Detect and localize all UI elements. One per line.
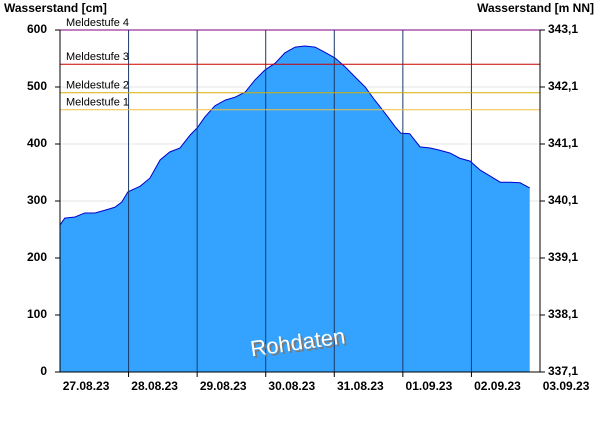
y2-tick-label: 339,1 bbox=[548, 250, 578, 264]
y-tick-label: 400 bbox=[27, 136, 47, 150]
y2-tick-label: 341,1 bbox=[548, 136, 578, 150]
x-tick-label: 30.08.23 bbox=[268, 379, 315, 393]
y-tick-label: 200 bbox=[27, 250, 47, 264]
y-tick-label: 600 bbox=[27, 22, 47, 36]
x-tick-label: 29.08.23 bbox=[200, 379, 247, 393]
threshold-label: Meldestufe 1 bbox=[66, 97, 129, 109]
y-tick-label: 500 bbox=[27, 79, 47, 93]
y-tick-label: 0 bbox=[40, 364, 47, 378]
y2-tick-label: 342,1 bbox=[548, 79, 578, 93]
x-tick-label: 28.08.23 bbox=[131, 379, 178, 393]
x-tick-label: 01.09.23 bbox=[406, 379, 453, 393]
threshold-label: Meldestufe 3 bbox=[66, 51, 129, 63]
threshold-label: Meldestufe 2 bbox=[66, 80, 129, 92]
x-tick-label: 27.08.23 bbox=[63, 379, 110, 393]
y2-tick-label: 338,1 bbox=[548, 307, 578, 321]
y2-tick-label: 337,1 bbox=[548, 364, 578, 378]
threshold-label: Meldestufe 4 bbox=[66, 17, 129, 29]
y2-axis-title: Wasserstand [m NN] bbox=[477, 1, 594, 15]
y2-tick-label: 340,1 bbox=[548, 193, 578, 207]
area-outline bbox=[59, 45, 530, 226]
x-tick-label: 02.09.23 bbox=[474, 379, 521, 393]
area bbox=[60, 45, 530, 373]
y2-tick-label: 343,1 bbox=[548, 22, 578, 36]
y-axis-title: Wasserstand [cm] bbox=[4, 1, 107, 15]
x-tick-label: 31.08.23 bbox=[337, 379, 384, 393]
y-tick-label: 300 bbox=[27, 193, 47, 207]
x-tick-label: 03.09.23 bbox=[543, 379, 590, 393]
y-tick-label: 100 bbox=[27, 307, 47, 321]
